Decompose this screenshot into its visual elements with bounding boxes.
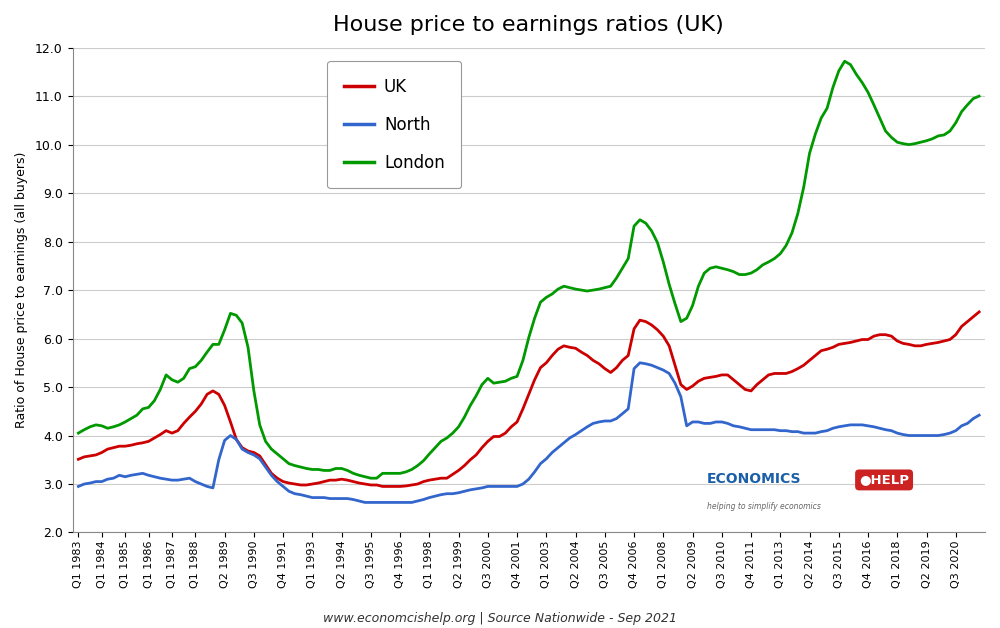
Legend: UK, North, London: UK, North, London xyxy=(327,61,461,188)
Text: ●HELP: ●HELP xyxy=(859,474,909,487)
Y-axis label: Ratio of House price to earnings (all buyers): Ratio of House price to earnings (all bu… xyxy=(15,152,28,428)
Text: ECONOMICS: ECONOMICS xyxy=(707,472,801,487)
Title: House price to earnings ratios (UK): House price to earnings ratios (UK) xyxy=(333,15,724,35)
Text: helping to simplify economics: helping to simplify economics xyxy=(707,502,821,511)
Text: www.economcishelp.org | Source Nationwide - Sep 2021: www.economcishelp.org | Source Nationwid… xyxy=(323,612,677,625)
